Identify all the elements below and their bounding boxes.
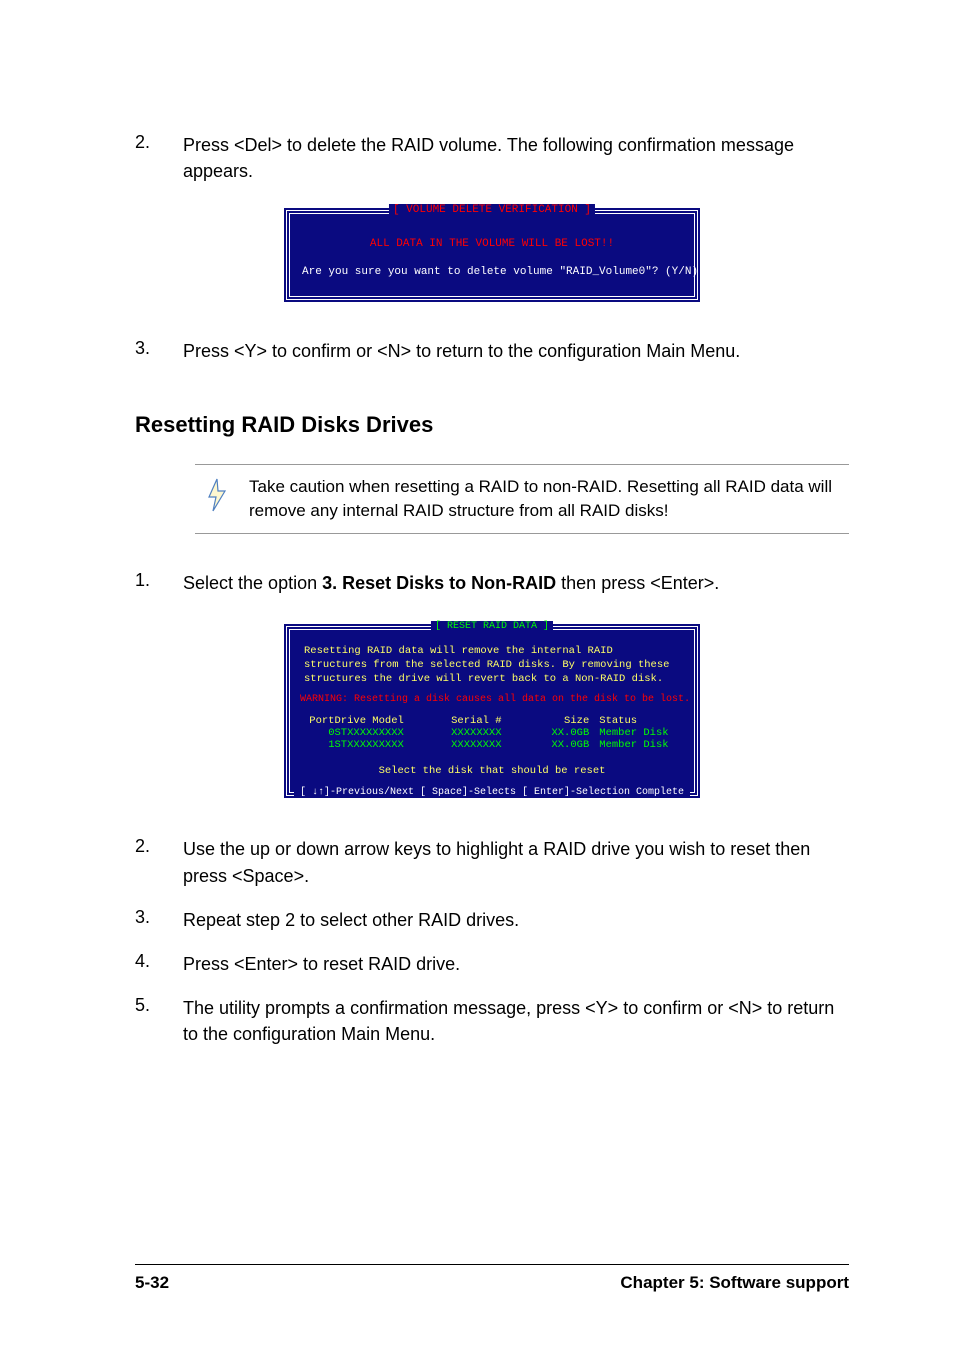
cell-port: 1 [304, 739, 335, 751]
step-2: 2. Press <Del> to delete the RAID volume… [135, 132, 849, 184]
step-3: 3. Press <Y> to confirm or <N> to return… [135, 338, 849, 364]
page-footer: 5-32 Chapter 5: Software support [135, 1264, 849, 1293]
cell-model: STXXXXXXXXX [335, 739, 452, 751]
step-text: Press <Enter> to reset RAID drive. [183, 951, 460, 977]
col-port-header: Port [304, 715, 335, 727]
step-number: 2. [135, 836, 183, 888]
bios-warning-text: ALL DATA IN THE VOLUME WILL BE LOST!! [302, 238, 682, 250]
lower-steps: 2. Use the up or down arrow keys to high… [135, 836, 849, 1047]
cell-port: 0 [304, 727, 335, 739]
bios-body-text: Resetting RAID data will remove the inte… [304, 644, 680, 687]
step-text: Use the up or down arrow keys to highlig… [183, 836, 849, 888]
page-number: 5-32 [135, 1273, 169, 1293]
bios-reset-dialog: [ RESET RAID DATA ] Resetting RAID data … [286, 626, 698, 797]
step-number: 2. [135, 132, 183, 184]
bios-prompt-text: Are you sure you want to delete volume "… [302, 266, 682, 278]
step-number: 4. [135, 951, 183, 977]
step-2-lower: 2. Use the up or down arrow keys to high… [135, 836, 849, 888]
bios-delete-dialog: [ VOLUME DELETE VERIFICATION ] ALL DATA … [286, 210, 698, 300]
col-status-header: Status [599, 715, 680, 727]
step-number: 3. [135, 907, 183, 933]
bios-dialog-title: [ VOLUME DELETE VERIFICATION ] [389, 204, 595, 216]
step-text: Select the option 3. Reset Disks to Non-… [183, 570, 719, 596]
table-row: 1 STXXXXXXXXXXXXXXXXXXX.0GBMember Disk [304, 739, 680, 751]
cell-model: STXXXXXXXXX [335, 727, 452, 739]
step-text: Press <Del> to delete the RAID volume. T… [183, 132, 849, 184]
bios-dialog-title: [ RESET RAID DATA ] [431, 621, 553, 632]
step-number: 3. [135, 338, 183, 364]
callout-text: Take caution when resetting a RAID to no… [239, 475, 849, 523]
cell-serial: XXXXXXXX [451, 727, 541, 739]
step-text: Press <Y> to confirm or <N> to return to… [183, 338, 740, 364]
step-text: The utility prompts a confirmation messa… [183, 995, 849, 1047]
bios-disk-table: Port Drive ModelSerial #SizeStatus 0 STX… [304, 715, 680, 751]
step-4-lower: 4. Press <Enter> to reset RAID drive. [135, 951, 849, 977]
col-model-header: Drive Model [335, 715, 452, 727]
col-size-header: Size [541, 715, 599, 727]
cell-serial: XXXXXXXX [451, 739, 541, 751]
step-number: 1. [135, 570, 183, 596]
step-bold: 3. Reset Disks to Non-RAID [322, 573, 556, 593]
step-3-lower: 3. Repeat step 2 to select other RAID dr… [135, 907, 849, 933]
step-suffix: then press <Enter>. [556, 573, 719, 593]
step-1b: 1. Select the option 3. Reset Disks to N… [135, 570, 849, 596]
col-serial-header: Serial # [451, 715, 541, 727]
caution-callout: Take caution when resetting a RAID to no… [195, 464, 849, 534]
cell-status: Member Disk [599, 739, 680, 751]
table-row: 0 STXXXXXXXXXXXXXXXXXXX.0GBMember Disk [304, 727, 680, 739]
bios-footer-hints: [ ↓↑]-Previous/Next [ Space]-Selects [ E… [294, 787, 690, 798]
table-header-row: Port Drive ModelSerial #SizeStatus [304, 715, 680, 727]
bios-warning-text: WARNING: Resetting a disk causes all dat… [300, 694, 684, 705]
step-prefix: Select the option [183, 573, 322, 593]
lightning-icon [195, 475, 239, 513]
bios-select-prompt: Select the disk that should be reset [300, 765, 684, 777]
step-5-lower: 5. The utility prompts a confirmation me… [135, 995, 849, 1047]
cell-status: Member Disk [599, 727, 680, 739]
cell-size: XX.0GB [541, 739, 599, 751]
section-heading: Resetting RAID Disks Drives [135, 412, 849, 438]
chapter-title: Chapter 5: Software support [620, 1273, 849, 1293]
step-number: 5. [135, 995, 183, 1047]
cell-size: XX.0GB [541, 727, 599, 739]
step-text: Repeat step 2 to select other RAID drive… [183, 907, 519, 933]
